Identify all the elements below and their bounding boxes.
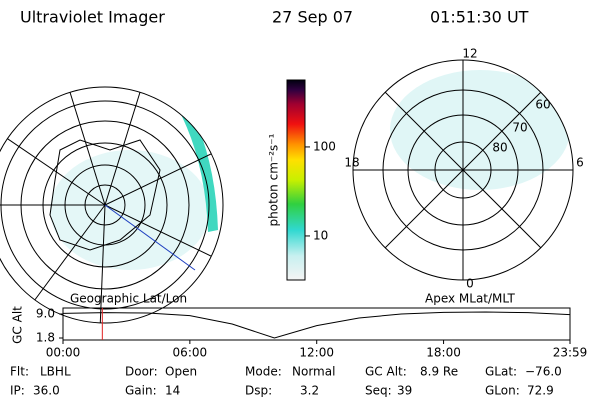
apex-map (352, 59, 574, 281)
field-value: 8.9 Re (420, 365, 458, 379)
x-tick-label: 18:00 (426, 346, 461, 360)
field-value: Open (165, 365, 197, 379)
field-label: GC Alt: (365, 365, 407, 379)
x-tick-label: 06:00 (173, 346, 208, 360)
time: 01:51:30 UT (430, 8, 529, 27)
mlt-label: 6 (576, 156, 584, 170)
field-label: Seq: (365, 384, 392, 398)
field-value: 3.2 (300, 384, 319, 398)
lat-label: 80 (492, 141, 507, 155)
field-value: 36.0 (33, 384, 60, 398)
field-label: Mode: (245, 365, 282, 379)
geo-map (0, 86, 224, 324)
y-label: GC Alt (11, 306, 25, 344)
mlt-label: 12 (462, 47, 477, 61)
x-tick-label: 23:59 (553, 346, 588, 360)
apex-label: Apex MLat/MLT (425, 292, 515, 306)
mlt-label: 0 (466, 277, 474, 291)
field-label: Gain: (125, 384, 157, 398)
colorbar-tick-label: 100 (313, 139, 336, 153)
field-value: 72.9 (527, 384, 554, 398)
field-label: GLon: (485, 384, 520, 398)
x-tick-label: 00:00 (46, 346, 81, 360)
x-tick-label: 12:00 (299, 346, 334, 360)
y-tick-label: 1.8 (36, 331, 55, 345)
mlt-label: 18 (344, 156, 359, 170)
field-value: −76.0 (525, 365, 562, 379)
field-value: 14 (165, 384, 180, 398)
colorbar (286, 79, 306, 281)
lat-label: 70 (512, 121, 527, 135)
colorbar-tick-label: 10 (313, 228, 328, 242)
field-value: Normal (292, 365, 335, 379)
field-value: LBHL (40, 365, 71, 379)
title: Ultraviolet Imager (20, 8, 165, 27)
field-label: Door: (125, 365, 158, 379)
field-label: Dsp: (245, 384, 272, 398)
geo-label: Geographic Lat/Lon (70, 292, 187, 306)
field-label: Flt: (10, 365, 29, 379)
field-label: IP: (10, 384, 25, 398)
lat-label: 60 (535, 98, 550, 112)
altitude-line (62, 311, 571, 339)
date: 27 Sep 07 (272, 8, 353, 27)
field-label: GLat: (485, 365, 517, 379)
colorbar-label: photon cm⁻²s⁻¹ (267, 133, 281, 226)
y-tick-label: 9.0 (36, 307, 55, 321)
field-value: 39 (397, 384, 412, 398)
